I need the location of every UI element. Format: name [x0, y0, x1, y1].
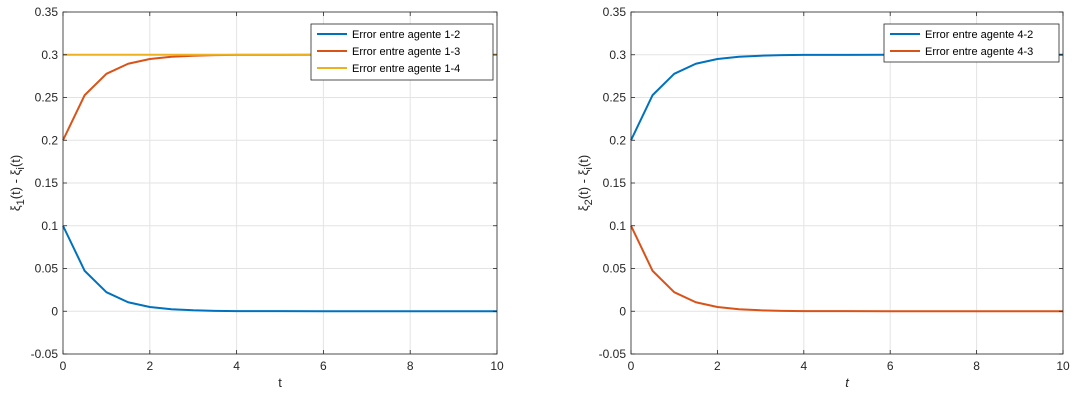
x-tick-label: 8: [973, 359, 980, 373]
legend-label-1: Error entre agente 4-2: [925, 29, 1033, 41]
y-tick-label: 0: [51, 304, 58, 318]
legend-label-1: Error entre agente 1-2: [352, 29, 460, 41]
x-tick-label: 4: [233, 359, 240, 373]
y-tick-label: 0.35: [35, 5, 59, 19]
x-tick-label: 10: [490, 359, 504, 373]
y-tick-label: 0.15: [35, 176, 59, 190]
x-axis-label: t: [278, 375, 282, 390]
y-tick-label: 0.1: [609, 219, 626, 233]
chart-right: 0 2 4 6 8 10-0.0500.050.10.150.20.250.30.35tξ…: [576, 5, 1070, 390]
x-tick-label: 4: [800, 359, 807, 373]
legend: Error entre agente 4-2 Error entre agente…: [883, 23, 1060, 63]
y-tick-label: 0.15: [603, 176, 627, 190]
legend-label-2: Error entre agente 4-3: [925, 46, 1033, 58]
y-tick-label: 0.2: [41, 133, 58, 147]
y-tick-label: 0.05: [35, 262, 59, 276]
series-line-1: [62, 225, 497, 313]
y-tick-label: 0.3: [609, 48, 626, 62]
x-tick-label: 8: [407, 359, 414, 373]
legend: Error entre agente 1-2 Error entre agente…: [310, 23, 494, 81]
y-tick-label: -0.05: [599, 347, 627, 361]
x-tick-label: 2: [714, 359, 721, 373]
y-tick-label: 0.35: [603, 5, 627, 19]
legend-label-2: Error entre agente 1-3: [352, 46, 460, 58]
x-axis-label: t: [845, 375, 850, 390]
y-tick-label: 0.1: [41, 219, 58, 233]
y-tick-label: 0.2: [609, 133, 626, 147]
y-axis-label: ξ1(t) - ξi(t): [8, 155, 27, 211]
x-tick-label: 6: [887, 359, 894, 373]
series-line-2: [630, 225, 1063, 313]
x-tick-label: 6: [320, 359, 327, 373]
chart-left: 0 2 4 6 8 10-0.0500.050.10.150.20.250.30.35tξ…: [8, 5, 504, 390]
y-tick-label: 0.3: [41, 48, 58, 62]
x-tick-label: 10: [1056, 359, 1070, 373]
y-tick-label: -0.05: [31, 347, 59, 361]
x-tick-label: 0: [60, 359, 67, 373]
x-tick-label: 2: [146, 359, 153, 373]
legend-label-3: Error entre agente 1-4: [352, 63, 460, 75]
y-tick-label: 0.05: [603, 262, 627, 276]
y-tick-label: 0.25: [603, 91, 627, 105]
y-tick-label: 0.25: [35, 91, 59, 105]
y-tick-label: 0: [619, 304, 626, 318]
legend-box: [883, 23, 1060, 63]
y-axis-label: ξ2(t) - ξi(t): [576, 155, 595, 211]
x-tick-label: 0: [628, 359, 635, 373]
